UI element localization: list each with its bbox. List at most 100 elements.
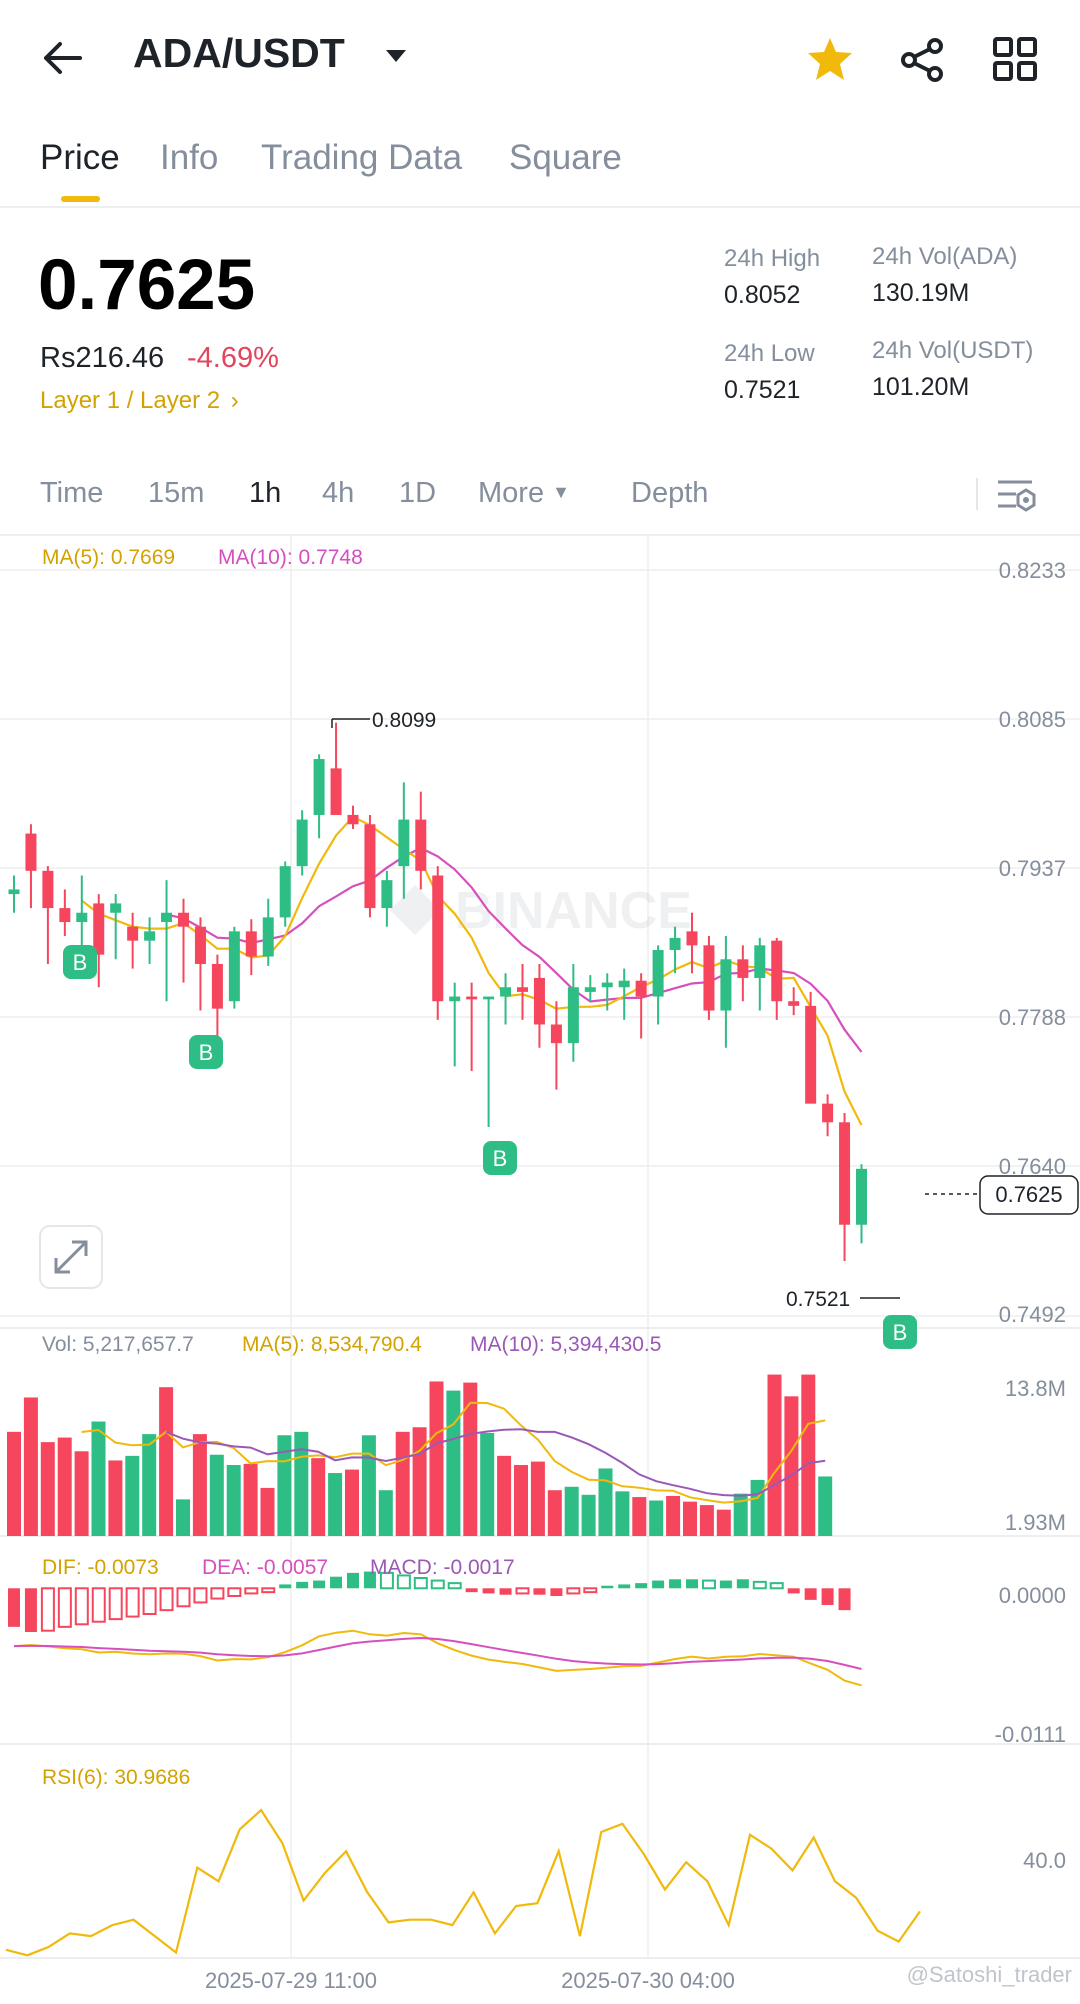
volume-bar	[159, 1387, 174, 1536]
top-bar: ADA/USDT	[0, 0, 1080, 118]
dif-legend: DIF: -0.0073	[42, 1556, 159, 1579]
candle	[42, 866, 54, 964]
vol-legend: Vol: 5,217,657.7	[42, 1333, 194, 1356]
volume-bar	[23, 1397, 38, 1536]
volume-bar	[395, 1431, 410, 1536]
candle	[550, 1001, 562, 1090]
tf-depth[interactable]: Depth	[631, 477, 709, 509]
volume-bar	[7, 1431, 21, 1536]
pair-title[interactable]: ADA/USDT	[133, 30, 345, 76]
macd-bar	[57, 1587, 72, 1628]
time-tick: 2025-07-29 11:00	[205, 1968, 377, 1993]
buy-marker: B	[483, 1141, 517, 1175]
macd-bar	[652, 1580, 665, 1589]
price-tick: 0.7937	[999, 856, 1066, 881]
candle	[720, 936, 732, 1048]
volume-bar	[108, 1460, 123, 1536]
tab-price[interactable]: Price	[40, 138, 120, 177]
tf-time[interactable]: Time	[40, 477, 104, 509]
category-label: Layer 1 / Layer 2	[40, 387, 221, 414]
chart-top-border	[0, 534, 1080, 536]
macd-legend: MACD: -0.0017	[370, 1556, 515, 1579]
macd-bar	[363, 1571, 376, 1589]
volume-bar	[733, 1493, 748, 1536]
volume-bar	[91, 1421, 106, 1536]
macd-bar	[108, 1587, 123, 1621]
macd-bar	[465, 1588, 478, 1593]
candle	[364, 814, 376, 918]
tf-1h[interactable]: 1h	[249, 477, 282, 509]
macd-bar	[8, 1588, 20, 1627]
candle	[652, 945, 664, 1025]
candle	[432, 866, 444, 1020]
vol-quote-value: 101.20M	[872, 373, 970, 401]
candle	[533, 963, 545, 1048]
macd-bar	[24, 1588, 37, 1632]
candle	[805, 991, 817, 1104]
divider	[976, 478, 978, 510]
tab-info[interactable]: Info	[160, 138, 219, 177]
macd-bar	[583, 1587, 598, 1594]
candle	[93, 894, 105, 988]
back-arrow-icon[interactable]	[40, 36, 84, 80]
candle	[161, 880, 173, 1002]
volume-bar	[750, 1479, 765, 1536]
watermark-text: BINANCE	[455, 882, 692, 940]
candle	[211, 954, 223, 1037]
grid-icon[interactable]	[992, 36, 1038, 82]
tab-trading-data[interactable]: Trading Data	[261, 138, 463, 177]
macd-bar	[736, 1579, 749, 1589]
chart-settings-icon[interactable]	[996, 478, 1036, 512]
caret-down-icon[interactable]	[384, 48, 408, 64]
candle	[25, 824, 37, 909]
macd-bar	[838, 1588, 851, 1611]
star-icon[interactable]	[806, 36, 854, 82]
macd-bars	[8, 1571, 862, 1687]
macd-tick: 0.0000	[999, 1583, 1066, 1608]
expand-button[interactable]	[39, 1225, 103, 1289]
credit-text: @Satoshi_trader	[907, 1962, 1072, 1987]
macd-bar	[296, 1581, 309, 1589]
svg-text:B: B	[493, 1146, 508, 1171]
rsi-tick: 40.0	[1023, 1848, 1066, 1873]
section-tabs: Price Info Trading Data Square	[0, 130, 1080, 208]
volume-bar	[463, 1382, 478, 1536]
ma5-path	[81, 815, 863, 1126]
low-label: 24h Low	[724, 340, 815, 367]
tf-15m[interactable]: 15m	[148, 477, 205, 509]
price-change: -4.69%	[187, 342, 279, 374]
candle	[127, 912, 139, 969]
binance-watermark: BINANCE	[390, 882, 692, 940]
buy-markers: B B B B	[63, 945, 917, 1349]
macd-bar	[413, 1577, 428, 1590]
macd-bar	[686, 1579, 698, 1589]
macd-bar	[669, 1579, 682, 1589]
tf-more[interactable]: More ▼	[478, 477, 570, 510]
macd-bar	[142, 1587, 157, 1616]
kline-chart[interactable]: BINANCE B B B B 0.8099 0.7521 0.7625 0.8233…	[0, 536, 1080, 2004]
tf-1d[interactable]: 1D	[399, 477, 437, 509]
volume-bar	[801, 1374, 816, 1536]
tab-square[interactable]: Square	[509, 138, 622, 177]
macd-bar	[193, 1587, 208, 1604]
svg-text:B: B	[199, 1040, 214, 1065]
time-axis: 2025-07-29 11:00 2025-07-30 04:00	[205, 1968, 735, 1993]
rsi-legend: RSI(6): 30.9686	[42, 1766, 191, 1789]
macd-bar	[379, 1571, 394, 1590]
volume-bar	[530, 1461, 545, 1536]
tf-more-label: More	[478, 477, 545, 509]
candle	[313, 754, 325, 839]
category-link[interactable]: Layer 1 / Layer 2 ›	[40, 387, 239, 415]
volume-bar	[497, 1455, 512, 1536]
candle	[754, 937, 766, 1011]
macd-bar	[430, 1579, 445, 1590]
volume-tick: 1.93M	[1005, 1510, 1066, 1535]
volume-bar	[57, 1437, 72, 1536]
volume-tick: 13.8M	[1005, 1376, 1066, 1401]
macd-bar	[244, 1587, 259, 1595]
price-axis: 0.8233 0.8085 0.7937 0.7788 0.7640 0.749…	[995, 558, 1066, 1873]
volume-bar	[480, 1432, 495, 1536]
tf-4h[interactable]: 4h	[322, 477, 355, 509]
macd-bar	[752, 1580, 767, 1590]
share-icon[interactable]	[898, 36, 946, 84]
